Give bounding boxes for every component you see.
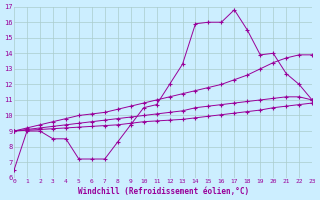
X-axis label: Windchill (Refroidissement éolien,°C): Windchill (Refroidissement éolien,°C) — [77, 187, 249, 196]
